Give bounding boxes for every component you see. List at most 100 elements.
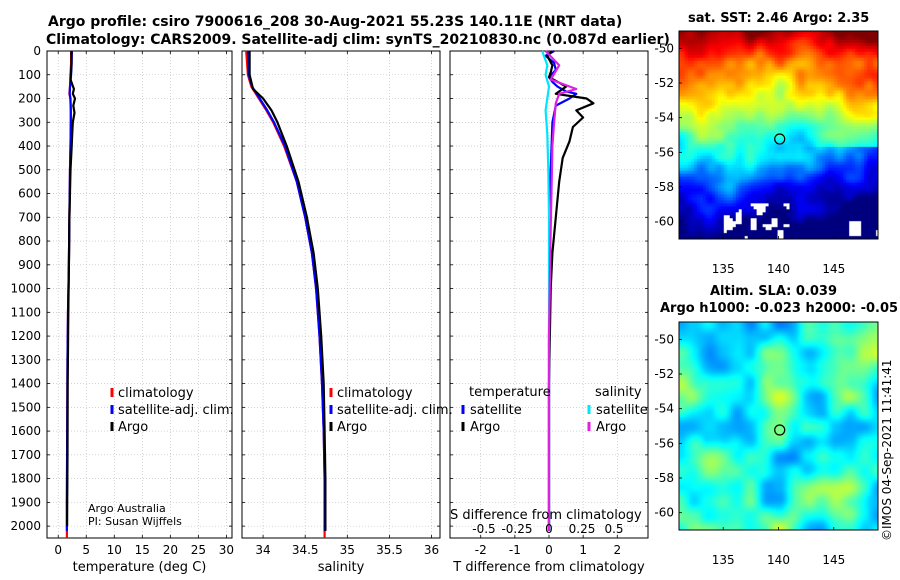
legend-label: satellite-adj. clim. <box>118 403 234 418</box>
series-line-s-argo <box>544 50 578 531</box>
map-y-tick-label: -54 <box>654 402 674 416</box>
series-line-climatology <box>245 50 326 538</box>
map-y-tick-label: -58 <box>654 180 674 194</box>
legend-label: satellite <box>596 403 648 418</box>
y-tick-label: 800 <box>18 234 41 248</box>
y-tick-label: 1400 <box>10 377 41 391</box>
legend-header-salinity: salinity <box>595 385 642 400</box>
x-tick-label: 1 <box>579 543 587 557</box>
s-difference-label: S difference from climatology <box>450 508 642 523</box>
x-axis-label: temperature (deg C) <box>73 560 207 575</box>
s-tick-label: -0.5 <box>472 522 495 536</box>
credit-line1: Argo Australia <box>88 502 166 515</box>
y-tick-label: 1500 <box>10 400 41 414</box>
x-tick-label: -2 <box>475 543 487 557</box>
x-axis-label: salinity <box>318 560 365 575</box>
s-tick-label: 0.25 <box>569 522 596 536</box>
y-tick-label: 700 <box>18 210 41 224</box>
map-x-tick-label: 135 <box>712 262 735 276</box>
y-tick-label: 500 <box>18 163 41 177</box>
x-tick-label: 5 <box>82 543 90 557</box>
series-line-argo <box>66 51 77 527</box>
x-tick-label: 20 <box>163 543 178 557</box>
y-tick-label: 1700 <box>10 448 41 462</box>
sla-map-subtitle: Argo h1000: -0.023 h2000: -0.05 <box>660 301 899 316</box>
watermark: ©IMOS 04-Sep-2021 11:41:41 <box>880 359 894 541</box>
x-tick-label: 2 <box>613 543 621 557</box>
y-tick-label: 1900 <box>10 495 41 509</box>
map-y-tick-label: -60 <box>654 506 674 520</box>
map-y-tick-label: -58 <box>654 471 674 485</box>
y-tick-label: 400 <box>18 139 41 153</box>
y-tick-label: 1800 <box>10 472 41 486</box>
panel-frame-salinity <box>241 50 441 539</box>
y-tick-label: 1100 <box>10 305 41 319</box>
map-y-tick-label: -56 <box>654 145 674 159</box>
map-y-tick-label: -50 <box>654 332 674 346</box>
y-tick-label: 900 <box>18 258 41 272</box>
x-tick-label: 30 <box>219 543 234 557</box>
x-tick-label: 0 <box>545 543 553 557</box>
map-y-tick-label: -50 <box>654 41 674 55</box>
y-tick-label: 2000 <box>10 519 41 533</box>
y-tick-label: 1600 <box>10 424 41 438</box>
y-tick-label: 0 <box>33 44 41 58</box>
y-tick-label: 1000 <box>10 282 41 296</box>
map-frame-sst_map <box>678 30 879 240</box>
legend-label: climatology <box>337 386 413 401</box>
argo-location-marker <box>774 133 786 145</box>
sla-map-image <box>679 322 878 530</box>
map-y-tick-label: -54 <box>654 111 674 125</box>
legend-label: Argo <box>596 420 626 435</box>
map-y-tick-label: -60 <box>654 215 674 229</box>
x-tick-label: 35 <box>340 543 355 557</box>
x-tick-label: 15 <box>135 543 150 557</box>
s-tick-label: 0 <box>545 522 553 536</box>
panel-frame-temperature <box>46 50 233 539</box>
map-y-tick-label: -56 <box>654 436 674 450</box>
x-tick-label: 0 <box>54 543 62 557</box>
map-x-tick-label: 140 <box>767 553 790 567</box>
map-x-tick-label: 135 <box>712 553 735 567</box>
x-axis-label: T difference from climatology <box>452 560 645 575</box>
y-tick-label: 1300 <box>10 353 41 367</box>
sst-map-title: sat. SST: 2.46 Argo: 2.35 <box>688 11 870 26</box>
map-x-tick-label: 140 <box>767 262 790 276</box>
legend-header-temperature: temperature <box>469 385 551 400</box>
x-tick-label: 34 <box>255 543 270 557</box>
x-tick-label: 34.5 <box>292 543 319 557</box>
s-tick-label: 0.5 <box>604 522 623 536</box>
y-tick-label: 200 <box>18 92 41 106</box>
x-tick-label: -1 <box>509 543 521 557</box>
map-x-tick-label: 145 <box>822 553 845 567</box>
legend-label: Argo <box>118 420 148 435</box>
y-tick-label: 100 <box>18 68 41 82</box>
legend-label: satellite-adj. clim. <box>337 403 453 418</box>
chart-title-line2: Climatology: CARS2009. Satellite-adj cli… <box>46 32 670 48</box>
series-line-argo <box>248 51 327 531</box>
x-tick-label: 36 <box>424 543 439 557</box>
map-y-tick-label: -52 <box>654 367 674 381</box>
argo-location-marker <box>774 424 786 436</box>
x-tick-label: 25 <box>191 543 206 557</box>
y-tick-label: 300 <box>18 115 41 129</box>
sst-map-image <box>679 31 878 239</box>
s-tick-label: -0.25 <box>501 522 532 536</box>
sla-map-title: Altim. SLA: 0.039 <box>710 284 837 299</box>
y-tick-label: 1200 <box>10 329 41 343</box>
map-y-tick-label: -52 <box>654 76 674 90</box>
legend-label: satellite <box>470 403 522 418</box>
chart-title-line1: Argo profile: csiro 7900616_208 30-Aug-2… <box>48 14 623 30</box>
map-x-tick-label: 145 <box>822 262 845 276</box>
x-tick-label: 10 <box>107 543 122 557</box>
legend-label: Argo <box>470 420 500 435</box>
credit-line2: PI: Susan Wijffels <box>88 515 182 528</box>
map-frame-sla_map <box>678 321 879 531</box>
y-tick-label: 600 <box>18 187 41 201</box>
series-line-satellite-adj-clim- <box>246 50 326 531</box>
legend-label: climatology <box>118 386 194 401</box>
series-line-s-satellite <box>541 50 551 531</box>
legend-label: Argo <box>337 420 367 435</box>
x-tick-label: 35.5 <box>376 543 403 557</box>
